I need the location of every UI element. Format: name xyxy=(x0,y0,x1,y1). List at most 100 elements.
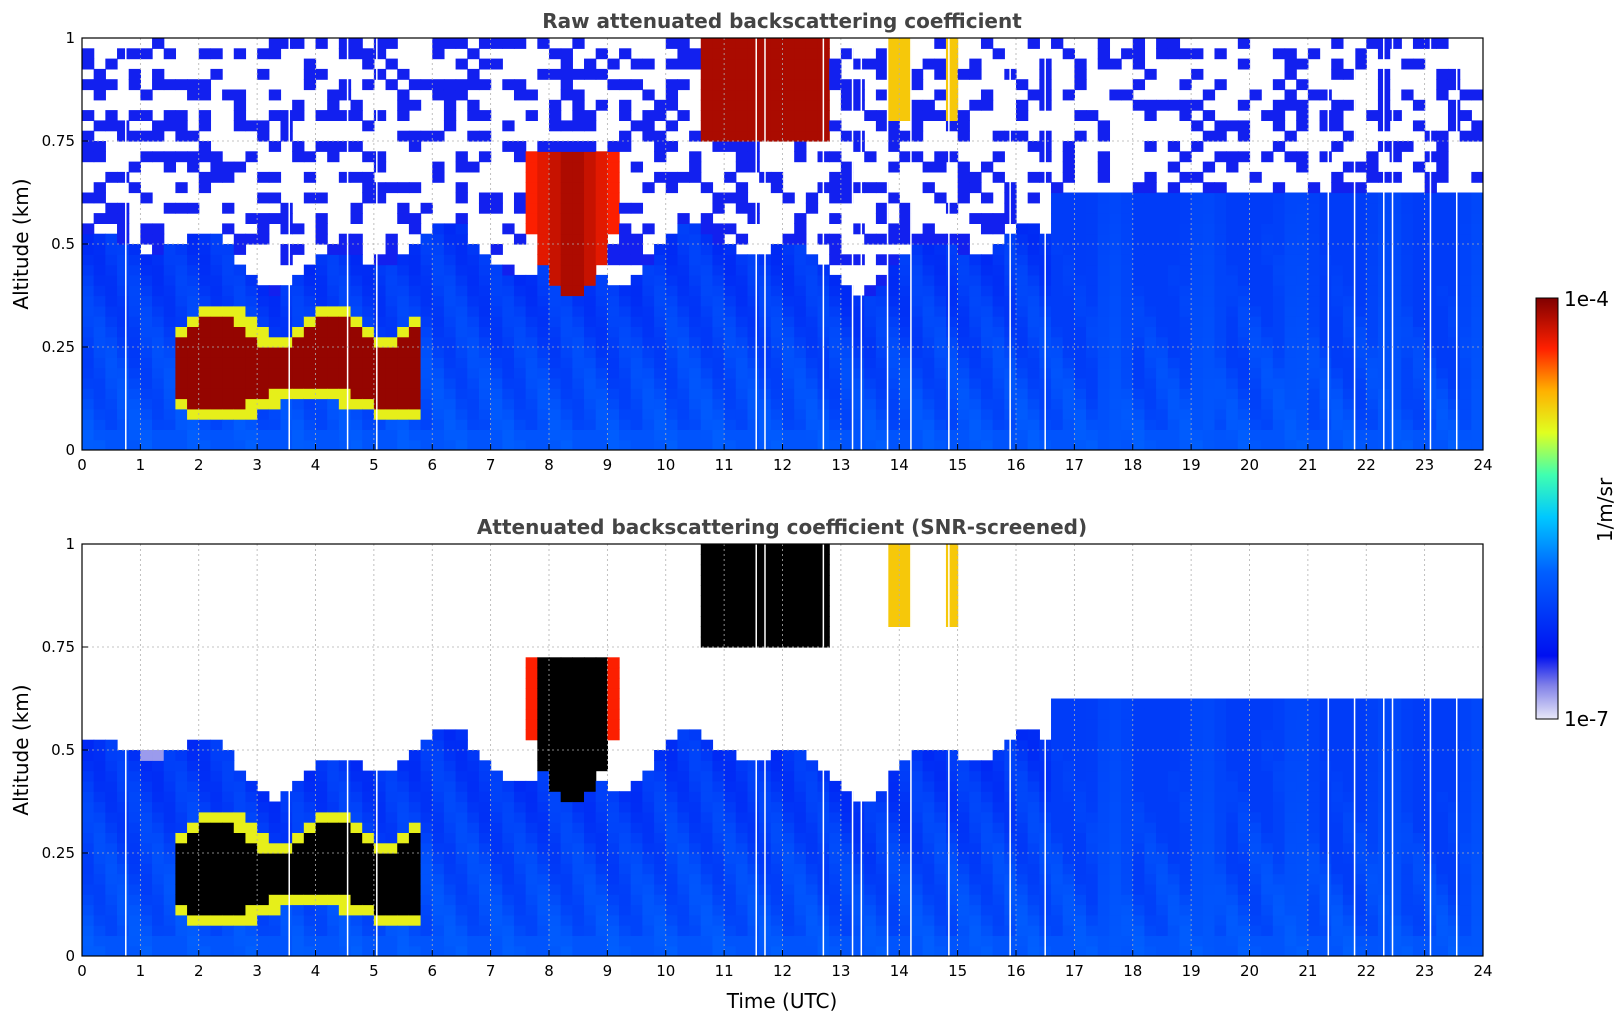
heatmap-cell xyxy=(1109,58,1122,70)
heatmap-cell xyxy=(747,141,760,152)
heatmap-cell xyxy=(654,842,667,854)
heatmap-cell xyxy=(945,274,959,286)
heatmap-cell xyxy=(93,357,106,369)
heatmap-cell xyxy=(1412,274,1426,286)
heatmap-cell xyxy=(1097,264,1111,276)
heatmap-cell xyxy=(1307,285,1321,297)
heatmap-cell xyxy=(805,770,819,782)
heatmap-cell xyxy=(1401,326,1414,338)
heatmap-cell xyxy=(677,935,690,947)
heatmap-cell xyxy=(1366,151,1379,163)
heatmap-cell xyxy=(117,945,130,956)
heatmap-cell xyxy=(619,141,632,152)
heatmap-cell xyxy=(1144,295,1157,307)
heatmap-cell xyxy=(117,202,130,214)
heatmap-cell xyxy=(584,377,597,389)
heatmap-cell xyxy=(922,336,935,348)
heatmap-cell xyxy=(712,925,725,936)
heatmap-cell xyxy=(840,429,854,441)
heatmap-cell xyxy=(420,945,433,956)
heatmap-cell xyxy=(82,398,95,410)
heatmap-cell xyxy=(385,801,398,813)
heatmap-cell xyxy=(1284,295,1297,307)
heatmap-cell xyxy=(619,419,632,430)
heatmap-cell xyxy=(1214,398,1227,410)
heatmap-cell xyxy=(408,439,422,450)
heatmap-cell xyxy=(198,791,212,803)
heatmap-cell xyxy=(735,398,749,410)
heatmap-cell xyxy=(689,264,702,276)
heatmap-cell xyxy=(619,316,632,327)
heatmap-cell xyxy=(1366,408,1379,420)
heatmap-cell xyxy=(152,79,165,91)
heatmap-cell xyxy=(747,336,760,348)
heatmap-cell xyxy=(572,925,585,936)
heatmap-cell xyxy=(513,295,527,307)
heatmap-cell xyxy=(875,419,889,430)
heatmap-cell xyxy=(595,904,608,916)
heatmap-cell xyxy=(899,377,912,389)
heatmap-cell xyxy=(93,264,106,276)
heatmap-cell xyxy=(1156,347,1169,358)
heatmap-cell xyxy=(619,853,632,864)
heatmap-cell xyxy=(513,89,527,101)
heatmap-cell xyxy=(1062,398,1075,410)
heatmap-cell xyxy=(642,316,655,327)
heatmap-cell xyxy=(292,883,305,895)
heatmap-cell xyxy=(233,110,247,121)
heatmap-cell xyxy=(572,439,585,450)
heatmap-cell xyxy=(525,347,538,358)
heatmap-cell xyxy=(712,429,725,441)
heatmap-cell xyxy=(245,914,258,926)
heatmap-cell xyxy=(1109,202,1122,214)
heatmap-cell xyxy=(233,367,247,379)
heatmap-cell xyxy=(1272,398,1286,410)
heatmap-cell xyxy=(338,295,352,307)
heatmap-cell xyxy=(934,377,947,389)
heatmap-cell xyxy=(105,883,118,895)
heatmap-cell xyxy=(257,388,270,400)
heatmap-cell xyxy=(280,398,293,410)
heatmap-cell xyxy=(537,192,550,204)
heatmap-cell xyxy=(677,171,690,183)
heatmap-cell xyxy=(338,822,352,833)
heatmap-cell xyxy=(338,429,352,441)
heatmap-cell xyxy=(513,945,527,956)
heatmap-cell xyxy=(478,336,492,348)
heatmap-cell xyxy=(128,244,141,255)
heatmap-cell xyxy=(1167,213,1181,224)
heatmap-cell xyxy=(478,925,492,936)
heatmap-cell xyxy=(945,419,959,430)
heatmap-cell xyxy=(957,347,970,358)
heatmap-cell xyxy=(1051,192,1064,204)
heatmap-cell xyxy=(467,904,480,916)
heatmap-cell xyxy=(980,439,994,450)
heatmap-cell xyxy=(770,285,784,297)
heatmap-cell xyxy=(280,945,293,956)
heatmap-cell xyxy=(257,336,270,348)
heatmap-cell xyxy=(455,192,468,204)
heatmap-cell xyxy=(1179,439,1192,450)
heatmap-cell xyxy=(490,336,503,348)
heatmap-cell xyxy=(1307,316,1321,327)
heatmap-cell xyxy=(747,48,760,60)
heatmap-cell xyxy=(969,347,982,358)
heatmap-cell xyxy=(805,110,819,121)
heatmap-cell xyxy=(992,295,1005,307)
heatmap-cell xyxy=(408,419,422,430)
heatmap-cell xyxy=(420,202,433,214)
heatmap-cell xyxy=(642,419,655,430)
heatmap-cell xyxy=(630,853,644,864)
heatmap-cell xyxy=(980,388,994,400)
heatmap-cell xyxy=(1167,264,1181,276)
heatmap-cell xyxy=(712,285,725,297)
heatmap-cell xyxy=(572,357,585,369)
heatmap-cell xyxy=(969,419,982,430)
heatmap-cell xyxy=(735,274,749,286)
heatmap-cell xyxy=(432,811,445,823)
heatmap-cell xyxy=(408,285,422,297)
heatmap-cell xyxy=(969,439,982,450)
heatmap-cell xyxy=(1144,305,1157,317)
heatmap-cell xyxy=(362,883,375,895)
heatmap-cell xyxy=(140,192,153,204)
